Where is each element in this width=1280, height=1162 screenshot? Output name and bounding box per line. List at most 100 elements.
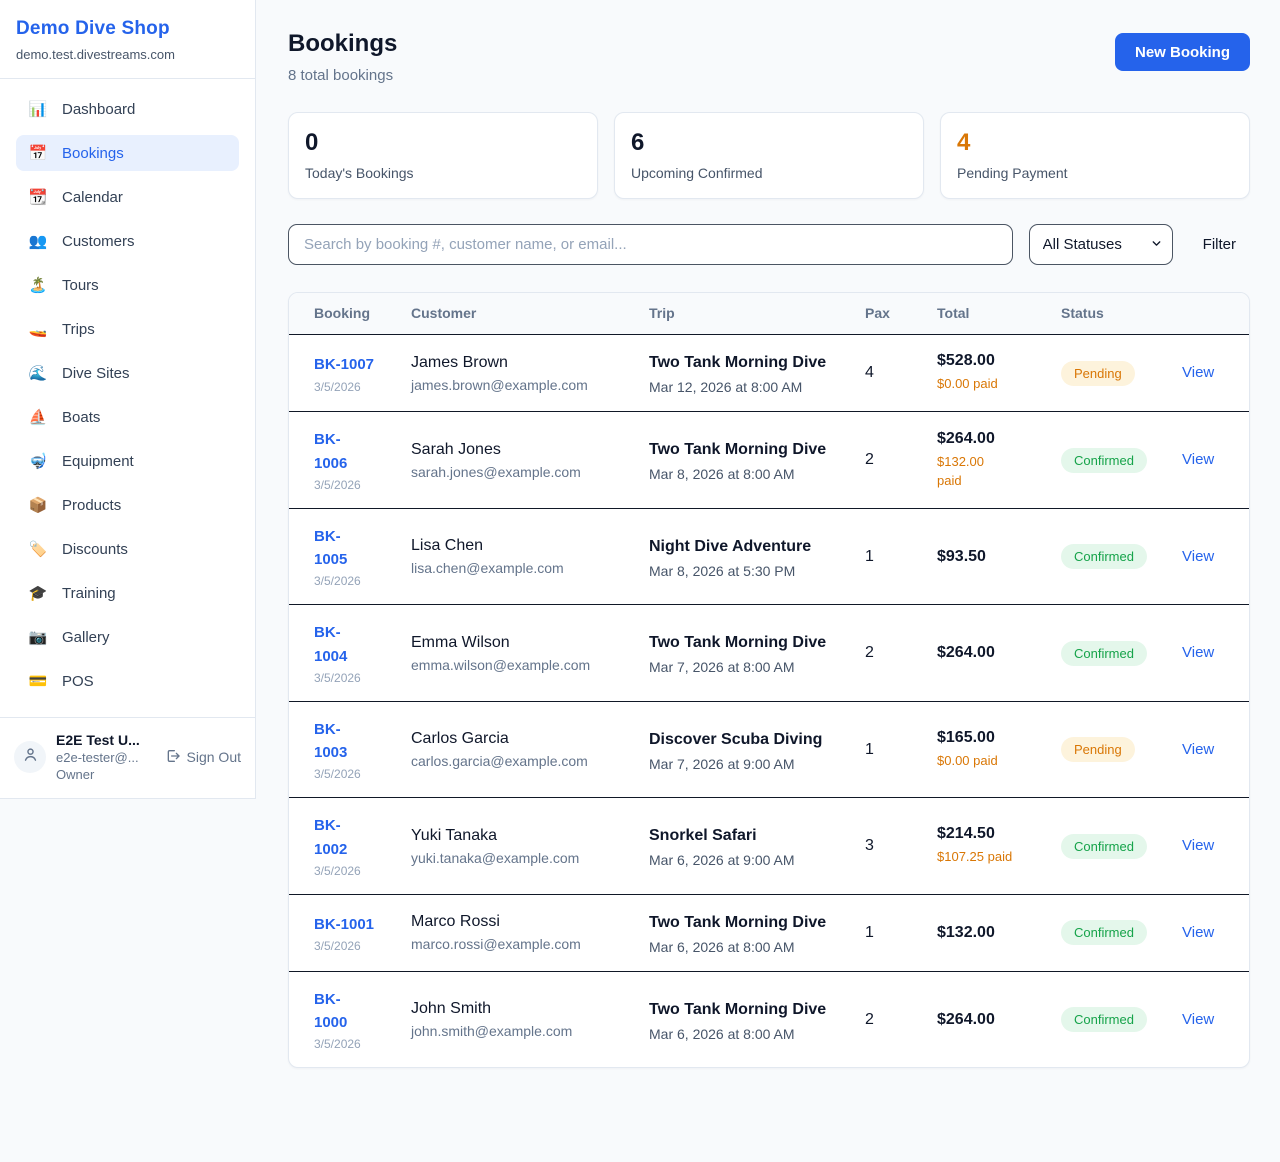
page-title-block: Bookings 8 total bookings [288,30,397,84]
booking-date: 3/5/2026 [314,477,361,492]
col-header-booking: Booking [289,293,399,336]
sidebar-header: Demo Dive Shop demo.test.divestreams.com [0,0,255,79]
nav-icon: 🏝️ [28,277,48,294]
table-row: BK- 1006 3/5/2026 Sarah Jones sarah.jone… [289,411,1249,509]
table-row: BK- 1004 3/5/2026 Emma Wilson emma.wilso… [289,604,1249,702]
sidebar-item-training[interactable]: 🎓 Training [16,575,239,611]
view-link[interactable]: View [1182,364,1215,382]
table-row: BK- 1003 3/5/2026 Carlos Garcia carlos.g… [289,701,1249,799]
sidebar-item-label: Tours [62,276,99,294]
total-amount: $165.00 [937,728,995,746]
table-header: Booking Customer Trip Pax Total Status [289,293,1249,336]
pax-count: 2 [865,1010,874,1028]
bookings-table-card: Booking Customer Trip Pax Total Status B… [288,292,1250,1069]
sign-out-button[interactable]: Sign Out [165,748,241,767]
sidebar-item-label: Bookings [62,144,124,162]
col-header-trip: Trip [637,293,853,336]
sidebar-item-discounts[interactable]: 🏷️ Discounts [16,531,239,567]
booking-id-link[interactable]: BK- 1003 [314,720,348,762]
nav-icon: 📆 [28,189,48,206]
trip-datetime: Mar 6, 2026 at 8:00 AM [649,938,795,955]
sidebar-item-label: POS [62,672,94,690]
total-amount: $93.50 [937,547,986,565]
status-badge: Confirmed [1061,1007,1147,1033]
view-link[interactable]: View [1182,547,1215,565]
status-badge: Confirmed [1061,640,1147,666]
customer-name: Sarah Jones [411,440,501,458]
sidebar-item-label: Equipment [62,452,134,470]
table-row: BK-1007 3/5/2026 James Brown james.brown… [289,334,1249,413]
nav-icon: 📦 [28,497,48,514]
shop-domain: demo.test.divestreams.com [16,47,175,62]
booking-id-link[interactable]: BK- 1004 [314,624,348,665]
total-amount: $528.00 [937,352,995,370]
sidebar-item-label: Trips [62,320,95,338]
booking-id-link[interactable]: BK-1001 [314,915,375,933]
sidebar-item-customers[interactable]: 👥 Customers [16,223,239,259]
view-link[interactable]: View [1182,837,1215,855]
trip-datetime: Mar 8, 2026 at 5:30 PM [649,562,796,579]
booking-id-link[interactable]: BK-1007 [314,356,375,374]
view-link[interactable]: View [1182,644,1215,662]
col-header-total: Total [925,293,1049,336]
sidebar-item-equipment[interactable]: 🤿 Equipment [16,443,239,479]
customer-email: marco.rossi@example.com [411,936,581,953]
sidebar-item-bookings[interactable]: 📅 Bookings [16,135,239,171]
booking-date: 3/5/2026 [314,767,361,782]
booking-date: 3/5/2026 [314,379,361,394]
person-icon [22,746,39,768]
sidebar-item-dashboard[interactable]: 📊 Dashboard [16,91,239,127]
sidebar-item-calendar[interactable]: 📆 Calendar [16,179,239,215]
sidebar-item-pos[interactable]: 💳 POS [16,663,239,699]
customer-email: john.smith@example.com [411,1023,573,1040]
sidebar-item-gallery[interactable]: 📷 Gallery [16,619,239,655]
sidebar-item-boats[interactable]: ⛵ Boats [16,399,239,435]
status-filter-select[interactable]: All Statuses [1028,224,1173,266]
filter-button[interactable]: Filter [1189,236,1250,253]
booking-date: 3/5/2026 [314,1037,361,1052]
col-header-pax: Pax [853,293,925,336]
view-link[interactable]: View [1182,1010,1215,1028]
app-root: Demo Dive Shop demo.test.divestreams.com… [0,0,1250,1069]
total-amount: $214.50 [937,825,995,843]
status-badge: Confirmed [1061,447,1147,473]
new-booking-button[interactable]: New Booking [1114,33,1250,71]
sidebar-item-label: Training [62,584,116,602]
user-role: Owner [56,767,95,782]
table-row: BK- 1005 3/5/2026 Lisa Chen lisa.chen@ex… [289,508,1249,606]
stat-card: 6 Upcoming Confirmed [614,112,924,200]
customer-name: John Smith [411,1000,492,1018]
customer-name: Lisa Chen [411,537,484,555]
trip-name: Two Tank Morning Dive [649,441,827,459]
sidebar-item-dive-sites[interactable]: 🌊 Dive Sites [16,355,239,391]
total-amount: $264.00 [937,429,995,447]
status-badge: Pending [1061,737,1135,763]
nav-icon: 📷 [28,629,48,646]
stat-card: 0 Today's Bookings [288,112,598,200]
sidebar-item-tours[interactable]: 🏝️ Tours [16,267,239,303]
view-link[interactable]: View [1182,923,1215,941]
status-badge: Confirmed [1061,544,1147,570]
customer-name: Marco Rossi [411,913,500,931]
booking-id-link[interactable]: BK- 1006 [314,431,348,472]
sidebar-item-trips[interactable]: 🚤 Trips [16,311,239,347]
booking-id-link[interactable]: BK- 1005 [314,527,348,569]
trip-name: Two Tank Morning Dive [649,354,827,372]
view-link[interactable]: View [1182,451,1215,469]
sidebar-item-label: Dive Sites [62,364,130,382]
page-title: Bookings [288,30,398,57]
booking-id-link[interactable]: BK- 1000 [314,990,348,1032]
pax-count: 1 [853,701,925,799]
view-link[interactable]: View [1182,740,1215,758]
sidebar-user-footer: E2E Test U... e2e-tester@... Owner Sign … [0,717,255,798]
booking-date: 3/5/2026 [314,863,361,878]
user-meta: E2E Test U... e2e-tester@... Owner [56,732,155,782]
sidebar-item-label: Discounts [62,540,128,558]
sidebar-item-products[interactable]: 📦 Products [16,487,239,523]
pax-count: 2 [853,604,925,702]
search-input[interactable] [288,224,1013,266]
sidebar-item-label: Customers [62,232,135,250]
stat-value: 0 [305,129,319,156]
booking-id-link[interactable]: BK- 1002 [314,817,348,858]
paid-amount: $0.00 paid [937,752,998,768]
